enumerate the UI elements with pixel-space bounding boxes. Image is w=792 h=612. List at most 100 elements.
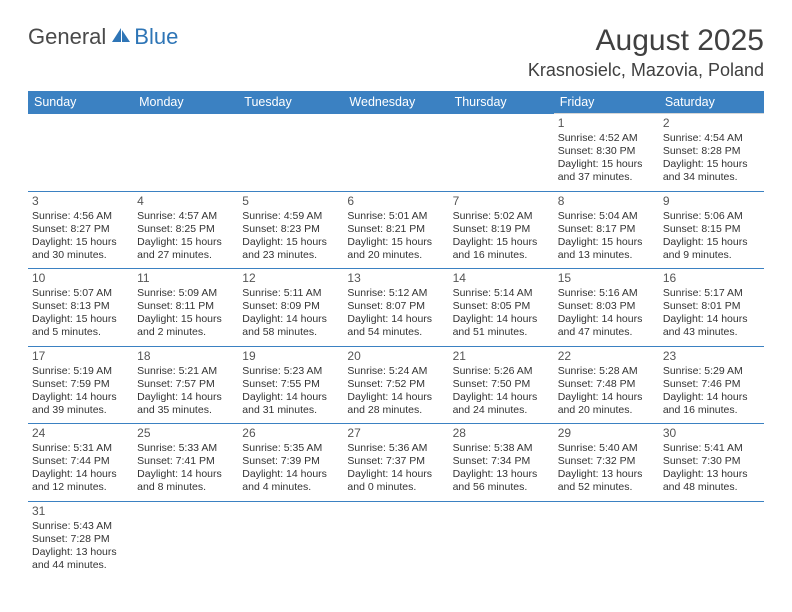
daylight-text: Daylight: 14 hours xyxy=(453,313,550,326)
calendar-cell: 21Sunrise: 5:26 AMSunset: 7:50 PMDayligh… xyxy=(449,346,554,424)
sunrise-text: Sunrise: 4:52 AM xyxy=(558,132,655,145)
sunset-text: Sunset: 8:07 PM xyxy=(347,300,444,313)
page-header: General Blue August 2025 Krasnosielc, Ma… xyxy=(28,24,764,81)
daylight-text: and 20 minutes. xyxy=(558,404,655,417)
sunrise-text: Sunrise: 5:02 AM xyxy=(453,210,550,223)
calendar-cell-empty xyxy=(554,501,659,578)
calendar-cell-empty xyxy=(133,114,238,192)
sunset-text: Sunset: 7:52 PM xyxy=(347,378,444,391)
calendar-cell: 27Sunrise: 5:36 AMSunset: 7:37 PMDayligh… xyxy=(343,424,448,502)
daylight-text: and 28 minutes. xyxy=(347,404,444,417)
calendar-cell: 22Sunrise: 5:28 AMSunset: 7:48 PMDayligh… xyxy=(554,346,659,424)
sunset-text: Sunset: 8:23 PM xyxy=(242,223,339,236)
daylight-text: Daylight: 14 hours xyxy=(242,468,339,481)
sunset-text: Sunset: 7:57 PM xyxy=(137,378,234,391)
day-number: 7 xyxy=(453,194,550,209)
daylight-text: Daylight: 14 hours xyxy=(558,313,655,326)
daylight-text: Daylight: 15 hours xyxy=(558,236,655,249)
calendar-cell: 10Sunrise: 5:07 AMSunset: 8:13 PMDayligh… xyxy=(28,269,133,347)
calendar-cell: 30Sunrise: 5:41 AMSunset: 7:30 PMDayligh… xyxy=(659,424,764,502)
daylight-text: and 31 minutes. xyxy=(242,404,339,417)
sunset-text: Sunset: 8:30 PM xyxy=(558,145,655,158)
daylight-text: and 20 minutes. xyxy=(347,249,444,262)
calendar-cell: 4Sunrise: 4:57 AMSunset: 8:25 PMDaylight… xyxy=(133,191,238,269)
sunrise-text: Sunrise: 5:21 AM xyxy=(137,365,234,378)
sunset-text: Sunset: 7:34 PM xyxy=(453,455,550,468)
sunrise-text: Sunrise: 4:56 AM xyxy=(32,210,129,223)
daylight-text: and 37 minutes. xyxy=(558,171,655,184)
day-number: 17 xyxy=(32,349,129,364)
calendar-cell: 28Sunrise: 5:38 AMSunset: 7:34 PMDayligh… xyxy=(449,424,554,502)
calendar-cell: 26Sunrise: 5:35 AMSunset: 7:39 PMDayligh… xyxy=(238,424,343,502)
calendar-row: 10Sunrise: 5:07 AMSunset: 8:13 PMDayligh… xyxy=(28,269,764,347)
sunrise-text: Sunrise: 5:09 AM xyxy=(137,287,234,300)
location-text: Krasnosielc, Mazovia, Poland xyxy=(528,60,764,81)
sunrise-text: Sunrise: 4:54 AM xyxy=(663,132,760,145)
daylight-text: and 0 minutes. xyxy=(347,481,444,494)
sunset-text: Sunset: 8:13 PM xyxy=(32,300,129,313)
calendar-row: 17Sunrise: 5:19 AMSunset: 7:59 PMDayligh… xyxy=(28,346,764,424)
daylight-text: and 2 minutes. xyxy=(137,326,234,339)
daylight-text: Daylight: 14 hours xyxy=(347,391,444,404)
daylight-text: Daylight: 15 hours xyxy=(32,313,129,326)
day-number: 8 xyxy=(558,194,655,209)
sunrise-text: Sunrise: 5:35 AM xyxy=(242,442,339,455)
day-number: 12 xyxy=(242,271,339,286)
sunrise-text: Sunrise: 5:41 AM xyxy=(663,442,760,455)
sunrise-text: Sunrise: 5:36 AM xyxy=(347,442,444,455)
day-number: 27 xyxy=(347,426,444,441)
sunrise-text: Sunrise: 5:33 AM xyxy=(137,442,234,455)
daylight-text: Daylight: 14 hours xyxy=(347,468,444,481)
sunrise-text: Sunrise: 5:17 AM xyxy=(663,287,760,300)
sunrise-text: Sunrise: 5:23 AM xyxy=(242,365,339,378)
day-number: 29 xyxy=(558,426,655,441)
day-number: 22 xyxy=(558,349,655,364)
daylight-text: and 35 minutes. xyxy=(137,404,234,417)
sunset-text: Sunset: 7:44 PM xyxy=(32,455,129,468)
day-number: 6 xyxy=(347,194,444,209)
day-number: 16 xyxy=(663,271,760,286)
daylight-text: Daylight: 15 hours xyxy=(663,158,760,171)
calendar-cell-empty xyxy=(28,114,133,192)
day-number: 2 xyxy=(663,116,760,131)
day-header-row: SundayMondayTuesdayWednesdayThursdayFrid… xyxy=(28,91,764,114)
calendar-cell: 18Sunrise: 5:21 AMSunset: 7:57 PMDayligh… xyxy=(133,346,238,424)
day-number: 10 xyxy=(32,271,129,286)
sunset-text: Sunset: 7:55 PM xyxy=(242,378,339,391)
daylight-text: and 9 minutes. xyxy=(663,249,760,262)
calendar-body: 1Sunrise: 4:52 AMSunset: 8:30 PMDaylight… xyxy=(28,114,764,579)
sunrise-text: Sunrise: 5:12 AM xyxy=(347,287,444,300)
daylight-text: Daylight: 13 hours xyxy=(558,468,655,481)
sunrise-text: Sunrise: 4:57 AM xyxy=(137,210,234,223)
sunrise-text: Sunrise: 5:11 AM xyxy=(242,287,339,300)
calendar-cell: 3Sunrise: 4:56 AMSunset: 8:27 PMDaylight… xyxy=(28,191,133,269)
calendar-cell: 24Sunrise: 5:31 AMSunset: 7:44 PMDayligh… xyxy=(28,424,133,502)
sunrise-text: Sunrise: 5:38 AM xyxy=(453,442,550,455)
daylight-text: Daylight: 15 hours xyxy=(663,236,760,249)
sunrise-text: Sunrise: 5:40 AM xyxy=(558,442,655,455)
day-number: 19 xyxy=(242,349,339,364)
calendar-row: 3Sunrise: 4:56 AMSunset: 8:27 PMDaylight… xyxy=(28,191,764,269)
sunset-text: Sunset: 8:03 PM xyxy=(558,300,655,313)
daylight-text: and 12 minutes. xyxy=(32,481,129,494)
day-header: Tuesday xyxy=(238,91,343,114)
calendar-cell: 25Sunrise: 5:33 AMSunset: 7:41 PMDayligh… xyxy=(133,424,238,502)
sunrise-text: Sunrise: 5:29 AM xyxy=(663,365,760,378)
sunset-text: Sunset: 7:32 PM xyxy=(558,455,655,468)
daylight-text: Daylight: 14 hours xyxy=(242,313,339,326)
daylight-text: and 54 minutes. xyxy=(347,326,444,339)
day-number: 21 xyxy=(453,349,550,364)
daylight-text: Daylight: 15 hours xyxy=(242,236,339,249)
sunset-text: Sunset: 7:46 PM xyxy=(663,378,760,391)
daylight-text: Daylight: 14 hours xyxy=(663,313,760,326)
sunset-text: Sunset: 8:17 PM xyxy=(558,223,655,236)
daylight-text: Daylight: 14 hours xyxy=(663,391,760,404)
day-number: 30 xyxy=(663,426,760,441)
sunrise-text: Sunrise: 4:59 AM xyxy=(242,210,339,223)
sunset-text: Sunset: 8:25 PM xyxy=(137,223,234,236)
sunrise-text: Sunrise: 5:06 AM xyxy=(663,210,760,223)
daylight-text: and 8 minutes. xyxy=(137,481,234,494)
daylight-text: Daylight: 15 hours xyxy=(32,236,129,249)
daylight-text: Daylight: 14 hours xyxy=(137,468,234,481)
month-title: August 2025 xyxy=(528,24,764,58)
